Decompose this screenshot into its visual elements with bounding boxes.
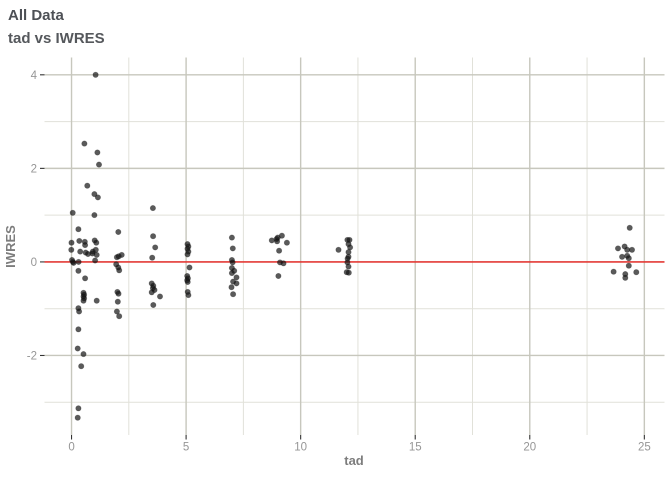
data-point [633,269,640,276]
data-point [625,255,632,262]
grid-minor [44,57,665,435]
data-point [114,298,121,305]
data-point [628,246,636,253]
data-point [184,251,191,258]
data-point [75,226,82,233]
data-point [276,247,283,254]
data-point [625,262,632,269]
data-point [82,275,89,282]
data-point [80,351,87,358]
data-point [113,308,120,315]
data-point [76,237,83,244]
x-axis-title: tad [344,453,364,468]
data-point [345,263,352,270]
data-point [115,290,122,297]
data-point [228,284,235,291]
data-point [68,246,75,253]
data-point [229,245,236,252]
data-point [95,161,103,168]
data-point [75,267,82,274]
data-point [228,234,235,241]
x-tick-labels: 0 5 10 15 20 25 [68,442,650,454]
axis-ticks [40,74,645,440]
y-tick-labels: 4 2 0 -2 [27,70,38,363]
data-point [91,212,98,219]
data-point [94,194,101,201]
data-point [228,270,235,277]
data-point [614,245,622,252]
y-tick-label: 4 [31,70,38,82]
data-point [278,232,285,239]
data-point [69,209,76,216]
points-layer [68,71,640,421]
x-tick-label: 5 [183,442,189,454]
data-point [186,264,193,271]
data-point [283,239,290,246]
data-point [81,140,88,147]
data-point [345,269,352,276]
data-point [80,297,87,304]
data-point [233,280,240,287]
data-point [233,274,240,281]
data-point [622,274,629,281]
data-point [91,191,98,198]
x-tick-label: 20 [523,442,536,454]
data-point [77,248,84,255]
y-tick-label: 0 [31,257,37,269]
data-point [619,253,626,260]
data-point [70,259,77,266]
data-point [116,267,123,274]
data-point [118,251,125,258]
data-point [156,293,164,300]
data-point [626,224,633,231]
data-point [74,345,81,352]
data-point [92,257,99,264]
data-point [148,289,155,296]
data-point [274,238,281,245]
data-point [75,326,82,333]
data-point [149,254,156,261]
data-point [84,182,91,189]
data-point [74,414,81,421]
data-point [150,301,157,309]
data-point [115,228,122,236]
x-tick-label: 15 [409,442,422,454]
data-point [93,251,100,258]
data-point [152,244,159,251]
y-tick-label: -2 [27,350,37,362]
data-point [68,239,75,246]
data-point [229,259,236,266]
y-axis-title: IWRES [0,57,20,435]
data-point [94,149,101,156]
chart-title: All Data [8,7,64,24]
data-point [75,258,82,265]
y-axis-title-text: IWRES [2,224,18,268]
data-point [76,308,83,315]
data-point [92,71,99,78]
grid-major [44,57,665,435]
data-point [275,272,282,280]
data-point [610,268,617,275]
data-point [93,297,100,304]
data-point [150,233,157,240]
data-point [82,242,89,249]
data-point [280,260,287,267]
data-point [149,205,156,212]
x-tick-label: 10 [294,442,307,454]
data-point [185,292,192,299]
x-tick-label: 25 [638,442,651,454]
data-point [92,246,99,253]
y-tick-label: 2 [31,163,37,175]
data-point [184,278,191,286]
x-tick-label: 0 [68,442,74,454]
data-point [230,291,237,298]
data-point [75,405,82,412]
data-point [93,239,100,246]
data-point [78,363,85,370]
chart-subtitle: tad vs IWRES [8,30,105,47]
data-point [335,246,342,253]
data-point [116,313,123,320]
